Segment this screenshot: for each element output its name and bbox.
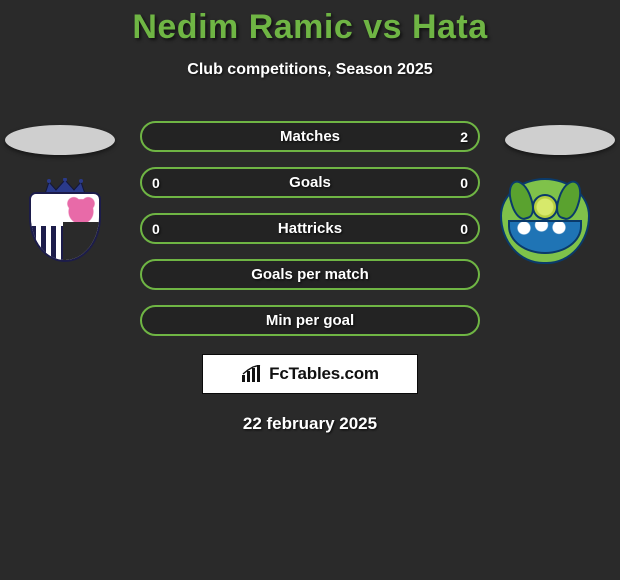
stats-list: Matches 2 0 Goals 0 0 Hattricks 0 Goals … [140, 121, 480, 336]
stat-left-value: 0 [152, 169, 160, 196]
club-crest-right [500, 178, 600, 264]
player-silhouette-left [5, 125, 115, 155]
stat-left-value: 0 [152, 215, 160, 242]
page-title: Nedim Ramic vs Hata [0, 0, 620, 47]
brand-label: FcTables.com [269, 364, 379, 384]
bar-chart-icon [241, 365, 263, 383]
stat-row-hattricks: 0 Hattricks 0 [140, 213, 480, 244]
subtitle: Club competitions, Season 2025 [0, 61, 620, 79]
stat-right-value: 2 [460, 123, 468, 150]
stat-right-value: 0 [460, 215, 468, 242]
stat-label: Goals per match [251, 266, 369, 283]
club-crest-left [20, 178, 120, 264]
comparison-date: 22 february 2025 [0, 414, 620, 434]
stat-row-goals: 0 Goals 0 [140, 167, 480, 198]
stat-row-min-per-goal: Min per goal [140, 305, 480, 336]
stat-row-matches: Matches 2 [140, 121, 480, 152]
brand-link[interactable]: FcTables.com [202, 354, 418, 394]
stat-row-goals-per-match: Goals per match [140, 259, 480, 290]
stat-label: Matches [280, 128, 340, 145]
stat-label: Hattricks [278, 220, 342, 237]
stat-right-value: 0 [460, 169, 468, 196]
player-silhouette-right [505, 125, 615, 155]
comparison-card: Nedim Ramic vs Hata Club competitions, S… [0, 0, 620, 580]
stat-label: Min per goal [266, 312, 354, 329]
stat-label: Goals [289, 174, 331, 191]
